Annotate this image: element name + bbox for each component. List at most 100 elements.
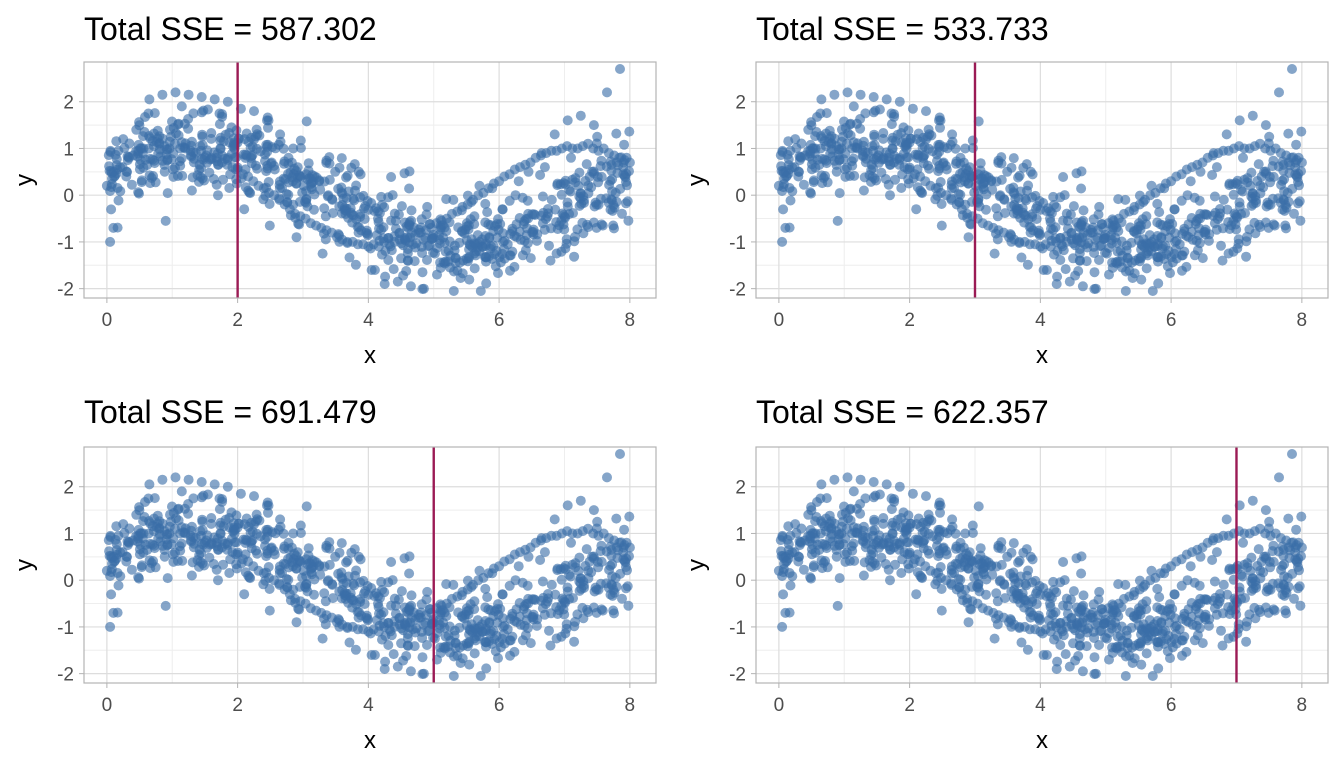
data-point: [112, 222, 123, 233]
data-point: [1211, 162, 1222, 173]
data-point: [892, 514, 903, 525]
data-point: [197, 140, 208, 151]
y-axis-label: y: [11, 559, 38, 571]
data-point: [1009, 200, 1020, 210]
scatter-points: [101, 449, 635, 681]
data-point: [260, 575, 271, 586]
scatter-points: [773, 449, 1307, 681]
data-point: [484, 251, 494, 262]
data-point: [1089, 284, 1100, 294]
data-point: [1203, 620, 1214, 631]
data-point: [1048, 224, 1059, 235]
data-point: [436, 607, 446, 618]
data-point: [513, 561, 524, 572]
data-point: [1285, 545, 1296, 556]
data-point: [1120, 286, 1131, 296]
data-point: [1169, 589, 1180, 600]
data-point: [869, 514, 880, 525]
data-point: [435, 214, 446, 225]
data-point: [355, 169, 366, 180]
data-point: [517, 635, 528, 646]
data-point: [1120, 671, 1131, 681]
data-point: [406, 590, 417, 601]
data-point: [406, 205, 417, 216]
data-point: [157, 474, 168, 485]
data-point: [448, 671, 459, 681]
data-point: [607, 559, 618, 570]
panel-border: [83, 446, 657, 684]
data-point: [840, 556, 851, 567]
data-point: [623, 215, 634, 226]
data-point: [1294, 180, 1304, 191]
data-point: [1052, 656, 1063, 667]
data-point: [249, 519, 259, 530]
data-point: [144, 479, 155, 490]
data-point: [295, 143, 306, 153]
data-point: [1185, 176, 1196, 187]
data-point: [374, 208, 385, 218]
data-point: [858, 185, 869, 196]
data-point: [283, 574, 294, 585]
data-point: [291, 232, 302, 243]
data-point: [275, 514, 286, 525]
data-point: [104, 165, 115, 176]
data-point: [829, 474, 840, 485]
data-point: [1263, 222, 1274, 233]
data-point: [317, 633, 328, 644]
data-point: [869, 140, 880, 151]
data-point: [209, 94, 220, 105]
data-point: [1159, 183, 1170, 194]
data-point: [401, 266, 412, 276]
data-point: [327, 593, 338, 604]
y-axis-label: y: [683, 174, 710, 186]
data-point: [967, 520, 978, 531]
x-tick-label: 6: [494, 310, 505, 331]
data-point: [609, 223, 619, 234]
data-point: [112, 607, 123, 618]
data-point: [1077, 281, 1088, 292]
y-tick-label: -1: [57, 233, 74, 254]
data-point: [999, 208, 1010, 219]
data-point: [886, 493, 897, 504]
data-point: [1136, 274, 1147, 285]
data-point: [932, 575, 943, 586]
data-point: [175, 160, 186, 171]
data-point: [514, 598, 525, 608]
data-point: [1088, 607, 1098, 618]
data-point: [912, 567, 923, 578]
data-point: [466, 197, 477, 207]
data-point: [1285, 160, 1296, 171]
data-point: [878, 513, 889, 523]
data-point: [1209, 576, 1220, 587]
data-point: [1107, 599, 1118, 610]
data-point: [810, 131, 821, 142]
data-point: [954, 582, 965, 593]
data-point: [536, 148, 547, 159]
data-point: [936, 220, 947, 231]
data-point: [1142, 250, 1153, 261]
data-point: [1296, 551, 1306, 562]
data-point: [946, 568, 957, 579]
data-point: [1076, 568, 1087, 579]
data-point: [1078, 600, 1089, 611]
data-point: [499, 638, 510, 649]
data-point: [1088, 222, 1098, 233]
data-point: [1048, 576, 1059, 587]
data-point: [301, 116, 312, 127]
data-point: [239, 204, 250, 215]
data-point: [288, 554, 299, 565]
data-point: [279, 543, 289, 554]
data-point: [1278, 550, 1289, 561]
data-point: [220, 514, 231, 525]
data-point: [1078, 590, 1089, 601]
data-point: [525, 253, 536, 264]
data-point: [1051, 664, 1062, 674]
x-axis-label: x: [1036, 727, 1048, 754]
data-point: [1008, 538, 1019, 549]
data-point: [202, 157, 212, 168]
data-point: [517, 250, 528, 261]
data-point: [1049, 634, 1059, 645]
data-point: [778, 179, 789, 189]
data-point: [183, 508, 194, 519]
data-point: [213, 190, 223, 201]
